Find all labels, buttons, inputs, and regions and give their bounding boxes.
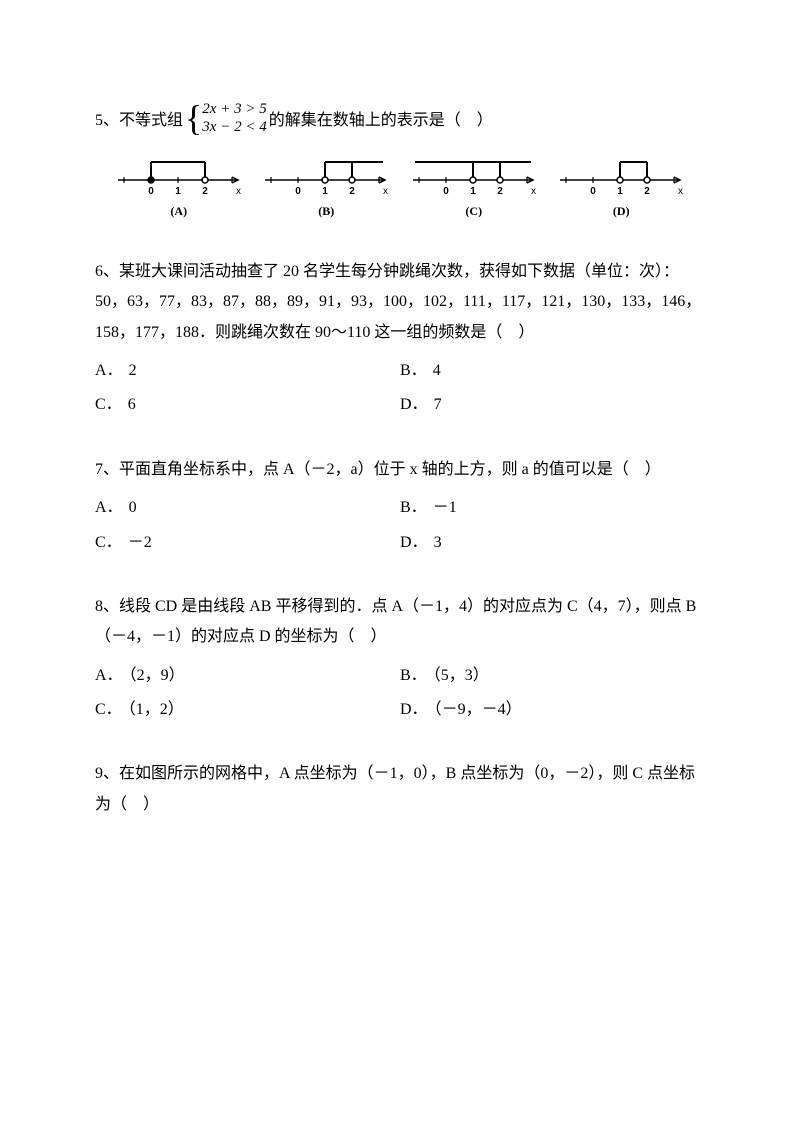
q8-opt-b: B．（5，3）	[400, 661, 705, 691]
question-9: 9、在如图所示的网格中，A 点坐标为（－1，0），B 点坐标为（0，－2），则 …	[95, 759, 705, 820]
svg-text:1: 1	[617, 186, 623, 197]
q6-opt-b: B．4	[400, 356, 705, 386]
svg-text:0: 0	[295, 186, 301, 197]
q5-eqs: 2x + 3 > 5 3x − 2 < 4	[202, 100, 266, 136]
q5-tail: 的解集在数轴上的表示是（ ）	[269, 106, 493, 136]
svg-text:x: x	[531, 186, 536, 197]
q7-options: A．0 B．－1 C．－2 D．3	[95, 489, 705, 558]
q5-lead: 5、不等式组	[95, 106, 183, 136]
numline-label: (C)	[465, 200, 482, 223]
q8-opt-d: D．（－9，－4）	[400, 695, 705, 725]
q6-opt-a: A．2	[95, 356, 400, 386]
svg-text:2: 2	[497, 186, 503, 197]
q6-opt-d: D．7	[400, 390, 705, 420]
svg-text:x: x	[678, 186, 683, 197]
svg-text:0: 0	[443, 186, 449, 197]
q6-options: A．2 B．4 C．6 D．7	[95, 352, 705, 421]
numline-b: 0 1 2 x (B)	[261, 150, 391, 223]
question-5: 5、不等式组 { 2x + 3 > 5 3x − 2 < 4 的解集在数轴上的表…	[95, 100, 705, 136]
q5-numlines: 0 1 2 x (A) 0 1 2 x (B) 0 1 2 x (C) 0 1 2 x (D)	[95, 150, 705, 223]
q7-opt-c: C．－2	[95, 528, 400, 558]
q8-opt-a: A．（2，9）	[95, 661, 400, 691]
question-6: 6、某班大课间活动抽查了 20 名学生每分钟跳绳次数，获得如下数据（单位：次）：…	[95, 257, 705, 421]
svg-text:1: 1	[322, 186, 328, 197]
svg-text:x: x	[383, 186, 388, 197]
q7-opt-a: A．0	[95, 493, 400, 523]
q6-stem-1: 6、某班大课间活动抽查了 20 名学生每分钟跳绳次数，获得如下数据（单位：次）：	[95, 257, 705, 287]
numline-label: (A)	[170, 200, 187, 223]
q6-opt-c: C．6	[95, 390, 400, 420]
svg-text:2: 2	[349, 186, 355, 197]
question-7: 7、平面直角坐标系中，点 A（－2，a）位于 x 轴的上方，则 a 的值可以是（…	[95, 455, 705, 558]
svg-text:2: 2	[644, 186, 650, 197]
numline-c: 0 1 2 x (C)	[409, 150, 539, 223]
numline-a: 0 1 2 x (A)	[114, 150, 244, 223]
page: 5、不等式组 { 2x + 3 > 5 3x − 2 < 4 的解集在数轴上的表…	[0, 0, 800, 1132]
svg-text:0: 0	[148, 186, 154, 197]
q7-stem: 7、平面直角坐标系中，点 A（－2，a）位于 x 轴的上方，则 a 的值可以是（…	[95, 455, 705, 485]
svg-text:1: 1	[470, 186, 476, 197]
q5-eq2: 3x − 2 < 4	[202, 118, 266, 136]
svg-text:2: 2	[202, 186, 208, 197]
question-8: 8、线段 CD 是由线段 AB 平移得到的．点 A（－1，4）的对应点为 C（4…	[95, 592, 705, 726]
q9-stem: 9、在如图所示的网格中，A 点坐标为（－1，0），B 点坐标为（0，－2），则 …	[95, 759, 705, 820]
q6-stem-2: 50，63，77，83，87，88，89，91，93，100，102，111，1…	[95, 287, 705, 348]
brace-icon: {	[185, 100, 202, 136]
numline-label: (D)	[613, 200, 630, 223]
svg-text:1: 1	[175, 186, 181, 197]
q8-stem: 8、线段 CD 是由线段 AB 平移得到的．点 A（－1，4）的对应点为 C（4…	[95, 592, 705, 653]
q5-system: { 2x + 3 > 5 3x − 2 < 4	[185, 100, 267, 136]
numline-label: (B)	[318, 200, 334, 223]
q7-opt-b: B．－1	[400, 493, 705, 523]
q5-eq1: 2x + 3 > 5	[202, 100, 266, 118]
numline-d: 0 1 2 x (D)	[556, 150, 686, 223]
q7-opt-d: D．3	[400, 528, 705, 558]
svg-text:0: 0	[590, 186, 596, 197]
svg-text:x: x	[236, 186, 241, 197]
q8-options: A．（2，9） B．（5，3） C．（1，2） D．（－9，－4）	[95, 657, 705, 726]
q8-opt-c: C．（1，2）	[95, 695, 400, 725]
